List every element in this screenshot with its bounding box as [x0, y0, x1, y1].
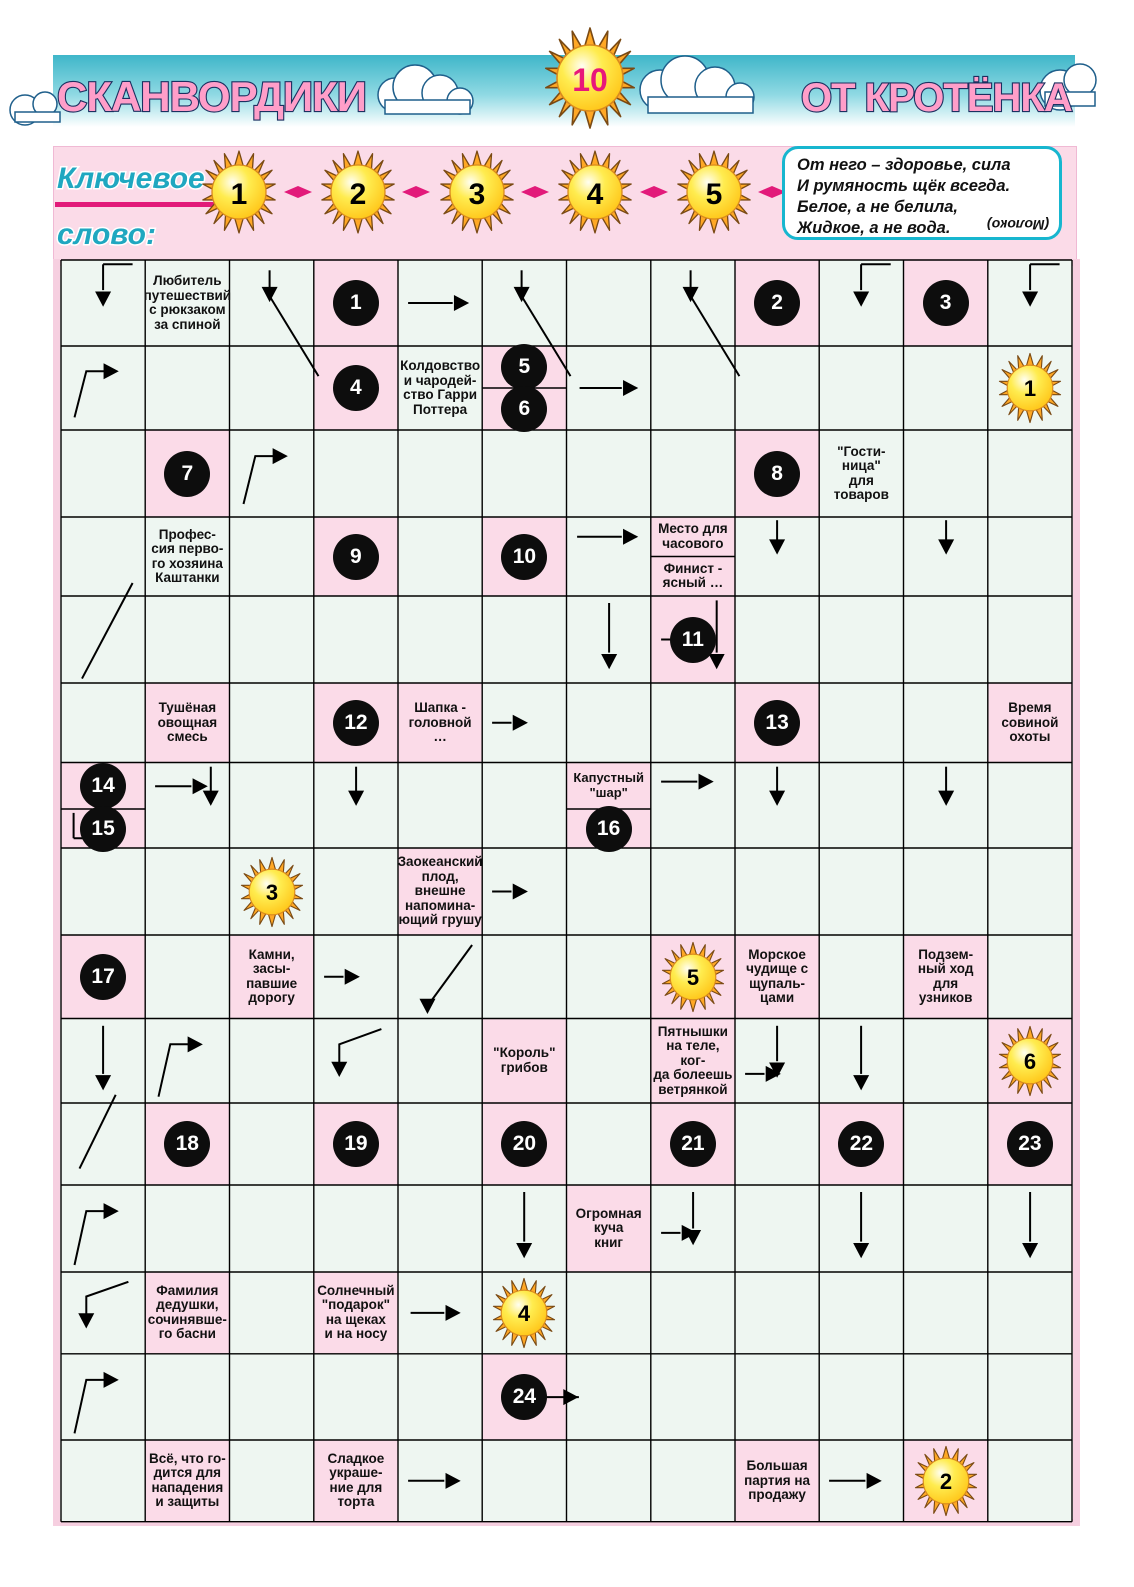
svg-text:3: 3 — [265, 880, 277, 905]
svg-text:4: 4 — [518, 1301, 531, 1326]
svg-text:1: 1 — [1024, 376, 1036, 401]
svg-text:6: 6 — [1024, 1049, 1036, 1074]
svg-text:5: 5 — [687, 965, 699, 990]
svg-text:2: 2 — [939, 1469, 951, 1494]
